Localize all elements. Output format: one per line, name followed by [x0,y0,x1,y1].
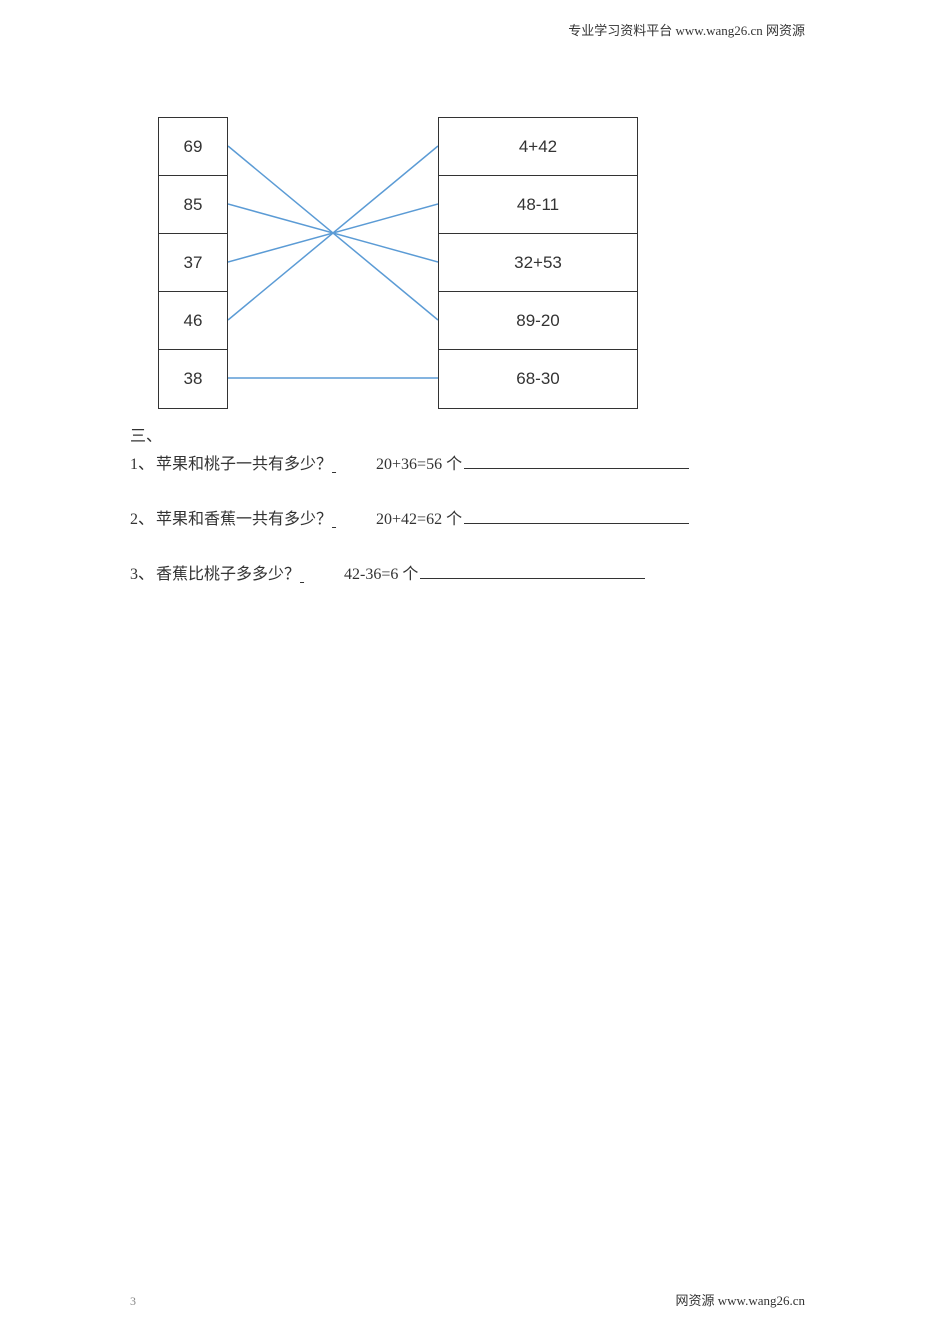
footer-text: 网资源 www.wang26.cn [676,1290,806,1309]
left-cell: 37 [159,234,227,292]
question-number: 2、 [130,505,154,529]
question-number: 1、 [130,450,154,474]
left-cell: 69 [159,118,227,176]
page-number: 3 [130,1294,136,1309]
right-cell: 32+53 [439,234,637,292]
question-text: 苹果和桃子一共有多少？ [156,450,332,474]
section-label: 三、 [130,422,162,446]
underline-tail [420,563,645,579]
question-answer: 20+42=62 个 [376,505,462,529]
underline-tail [464,453,689,469]
question-answer: 42-36=6 个 [344,560,418,584]
right-cell: 68-30 [439,350,637,408]
left-column: 69 85 37 46 38 [158,117,228,409]
right-cell: 89-20 [439,292,637,350]
underline-tail [464,508,689,524]
question-text: 香蕉比桃子多多少？ [156,560,300,584]
right-cell: 4+42 [439,118,637,176]
right-cell: 48-11 [439,176,637,234]
question-row: 2、 苹果和香蕉一共有多少？ 20+42=62 个 [130,505,689,529]
header-text: 专业学习资料平台 www.wang26.cn 网资源 [568,20,805,39]
question-row: 1、 苹果和桃子一共有多少？ 20+36=56 个 [130,450,689,474]
left-cell: 46 [159,292,227,350]
right-column: 4+42 48-11 32+53 89-20 68-30 [438,117,638,409]
matching-diagram: 69 85 37 46 38 4+42 48-11 32+53 89-20 68… [158,117,638,412]
question-answer: 20+36=56 个 [376,450,462,474]
connection-lines [228,117,438,412]
question-row: 3、 香蕉比桃子多多少？ 42-36=6 个 [130,560,645,584]
question-number: 3、 [130,560,154,584]
left-cell: 38 [159,350,227,408]
left-cell: 85 [159,176,227,234]
question-text: 苹果和香蕉一共有多少？ [156,505,332,529]
